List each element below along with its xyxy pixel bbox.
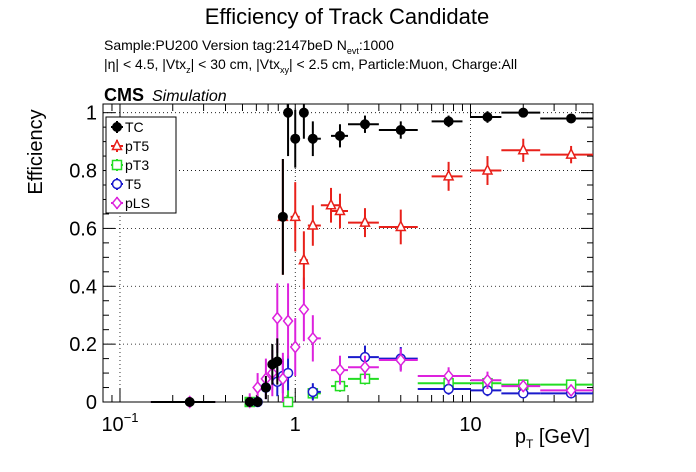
cuts-z-subscript: z	[186, 65, 191, 75]
x-tick-exponent: −1	[124, 410, 139, 425]
data-point-tc	[443, 116, 454, 127]
sample-info-text: Sample:PU200 Version tag:2147beD N	[104, 37, 347, 53]
data-point-t5	[307, 386, 319, 398]
data-point-pt5	[334, 203, 346, 216]
data-point-pt3	[282, 396, 294, 408]
chart-title: Efficiency of Track Candidate	[205, 4, 490, 29]
legend-marker-t5	[111, 178, 123, 190]
data-point-pls	[271, 311, 283, 325]
data-point-tc	[252, 397, 263, 407]
data-point-tc	[298, 107, 309, 118]
cuts-info: |η| < 4.5, |Vtxz| < 30 cm, |Vtxxy| < 2.5…	[104, 56, 517, 75]
x-label-unit: [GeV]	[533, 426, 590, 448]
data-point-pls	[307, 331, 319, 346]
data-point-pls	[359, 360, 371, 374]
data-point-tc	[260, 382, 271, 393]
data-point-pt5	[565, 147, 577, 159]
data-point-tc	[184, 397, 195, 407]
data-point-pt5	[307, 218, 319, 230]
data-point-pt5	[325, 198, 337, 210]
y-tick-label: 0.8	[69, 161, 97, 183]
data-point-pt5	[395, 219, 407, 232]
data-point-tc	[359, 119, 370, 130]
y-tick-label: 0.2	[69, 334, 97, 356]
legend-entry-tc: TC	[125, 119, 144, 135]
x-axis-label: pT [GeV]	[515, 426, 590, 451]
data-point-t5	[443, 383, 454, 395]
y-tick-label: 0.6	[69, 218, 97, 240]
y-axis-label: Efficiency	[25, 109, 47, 194]
legend-entry-t5: T5	[125, 176, 142, 192]
data-point-pls	[482, 373, 493, 387]
data-point-pt5	[481, 163, 494, 175]
cms-label: CMS Simulation	[104, 85, 227, 105]
simulation-text: Simulation	[152, 88, 227, 105]
data-point-pt5	[289, 209, 301, 222]
data-point-pt5	[442, 169, 455, 181]
data-point-pt5	[517, 143, 529, 155]
legend-marker-pt5	[111, 138, 123, 151]
data-point-pls	[298, 302, 310, 317]
data-point-pls	[252, 380, 264, 395]
data-point-tc	[518, 107, 529, 118]
cuts-particle: | < 2.5 cm, Particle:Muon, Charge:All	[289, 56, 517, 72]
x-tick-label: 10−1	[101, 410, 138, 436]
data-point-pls	[334, 363, 346, 377]
data-point-tc	[307, 133, 318, 144]
data-point-tc	[334, 130, 345, 141]
data-point-tc	[395, 125, 406, 136]
cuts-vtx: | < 30 cm, |Vtx	[191, 56, 280, 72]
data-point-pls	[282, 314, 294, 328]
legend-entry-pls: pLS	[125, 195, 150, 211]
data-point-pt5	[298, 253, 310, 265]
data-point-tc	[290, 133, 301, 144]
cuts-eta: |η| < 4.5, |Vtx	[104, 56, 186, 72]
y-tick-label: 0	[86, 392, 97, 414]
nevt-subscript: evt	[347, 46, 360, 56]
x-tick-base: 10	[101, 414, 123, 436]
sample-info: Sample:PU200 Version tag:2147beD Nevt:10…	[104, 37, 394, 56]
y-tick-label: 0.4	[69, 276, 97, 298]
x-tick-label: 1	[290, 414, 301, 436]
legend-entry-pt3: pT3	[125, 157, 149, 173]
y-tick-label: 1	[86, 103, 97, 125]
data-point-tc	[272, 356, 283, 367]
data-point-pls	[565, 383, 577, 398]
x-tick-label: 10	[459, 414, 481, 436]
data-point-pls	[289, 340, 301, 354]
cms-text: CMS	[104, 85, 144, 105]
legend-entry-pt5: pT5	[125, 138, 149, 154]
legend-marker-pt3	[111, 159, 123, 171]
legend-marker-tc	[112, 122, 122, 132]
data-point-pls	[517, 379, 529, 393]
data-point-tc	[482, 112, 493, 123]
data-point-tc	[277, 211, 288, 222]
nevt-value: :1000	[359, 37, 394, 53]
data-point-tc	[283, 107, 294, 118]
data-point-pls	[443, 369, 455, 383]
data-point-pls	[277, 372, 289, 386]
x-label-subscript: T	[526, 437, 534, 451]
data-point-pls	[395, 353, 407, 367]
data-point-pt5	[359, 215, 371, 227]
legend-marker-pls	[111, 196, 123, 210]
data-point-tc	[566, 113, 577, 124]
cuts-xy-subscript: xy	[280, 65, 290, 75]
x-label-p: p	[515, 426, 526, 448]
